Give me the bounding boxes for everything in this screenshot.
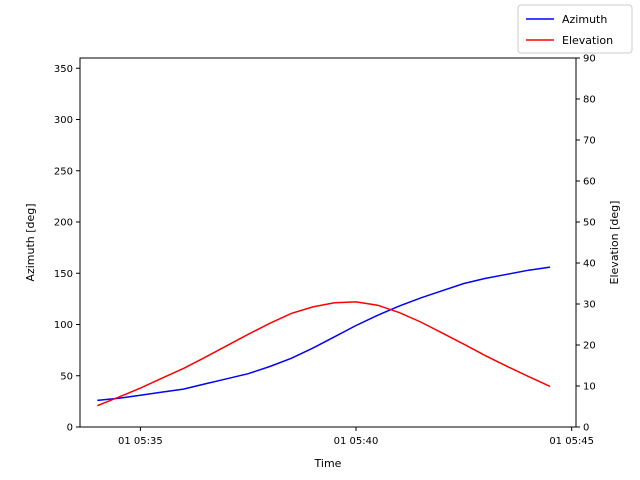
right-tick-label: 50 [583,218,596,229]
right-tick-label: 80 [583,95,596,106]
x-axis-title: Time [314,457,342,470]
right-tick-label: 60 [583,177,596,188]
right-axis-ticks: 0 10 20 30 40 50 60 70 80 90 [576,54,596,434]
x-tick-label: 01 05:40 [334,436,379,447]
x-tick-label: 01 05:45 [549,436,594,447]
right-tick-label: 20 [583,341,596,352]
left-axis-title: Azimuth [deg] [24,203,37,281]
x-tick-label: 01 05:35 [118,436,163,447]
left-tick-label: 200 [54,218,73,229]
legend-label-elevation: Elevation [562,34,613,47]
x-axis-ticks: 01 05:35 01 05:40 01 05:45 [118,427,594,447]
left-tick-label: 150 [54,269,73,280]
series-lines [97,266,551,407]
right-tick-label: 10 [583,382,596,393]
series-line-azimuth [97,266,551,402]
legend-label-azimuth: Azimuth [562,13,607,26]
left-tick-label: 50 [60,371,73,382]
legend: Azimuth Elevation [517,4,633,54]
left-axis-ticks: 0 50 100 150 200 250 300 350 [54,64,80,434]
right-axis-title: Elevation [deg] [608,201,621,285]
series-line-elevation [97,301,551,407]
plot-frame [79,57,577,428]
left-tick-label: 0 [67,423,73,434]
right-tick-label: 90 [583,54,596,65]
right-tick-label: 70 [583,136,596,147]
left-tick-label: 250 [54,166,73,177]
left-tick-label: 300 [54,115,73,126]
right-tick-label: 40 [583,259,596,270]
left-tick-label: 350 [54,64,73,75]
right-tick-label: 0 [583,423,589,434]
left-tick-label: 100 [54,320,73,331]
right-tick-label: 30 [583,300,596,311]
legend-box [517,4,633,54]
